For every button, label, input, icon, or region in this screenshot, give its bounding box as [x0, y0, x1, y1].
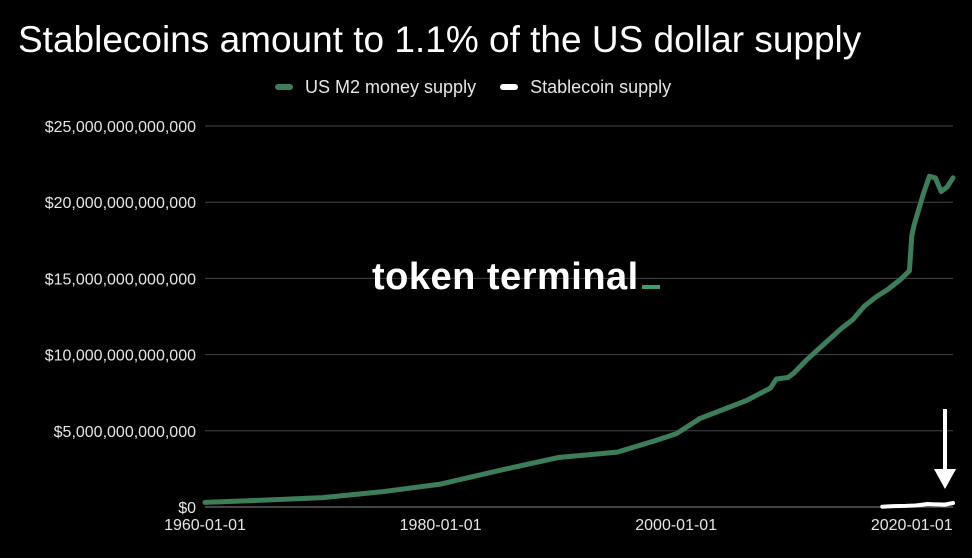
annotations	[934, 409, 956, 490]
legend-swatch-stablecoin	[500, 84, 519, 90]
annotation-arrow-head-0	[934, 469, 956, 490]
y-tick-label-1: $5,000,000,000,000	[54, 424, 196, 441]
x-tick-label-2: 2000-01-01	[635, 517, 717, 534]
legend-label-m2: US M2 money supply	[305, 76, 477, 97]
y-tick-label-4: $20,000,000,000,000	[45, 195, 196, 212]
watermark-underscore	[641, 285, 660, 289]
grid-lines	[205, 125, 953, 508]
watermark-logo: token terminal	[372, 256, 660, 299]
watermark-text: token terminal	[372, 256, 639, 298]
y-tick-label-5: $25,000,000,000,000	[45, 119, 196, 136]
series-lines	[202, 173, 956, 509]
chart-legend: US M2 money supply Stablecoin supply	[275, 76, 695, 98]
legend-label-stablecoin: Stablecoin supply	[530, 76, 672, 97]
y-tick-label-2: $10,000,000,000,000	[45, 348, 196, 365]
chart-title: Stablecoins amount to 1.1% of the US dol…	[18, 19, 862, 60]
y-axis-tick-labels: $0 $5,000,000,000,000 $10,000,000,000,000 $…	[45, 119, 196, 517]
series-line-0	[202, 173, 956, 505]
x-axis-tick-labels: 1960-01-01 1980-01-01 2000-01-01 2020-01-01	[164, 517, 953, 534]
y-tick-label-0: $0	[178, 500, 196, 517]
x-tick-label-1: 1980-01-01	[400, 517, 482, 534]
x-tick-label-3: 2020-01-01	[871, 517, 953, 534]
legend-item-m2[interactable]: US M2 money supply	[275, 77, 476, 98]
series-line-1	[880, 501, 955, 509]
legend-swatch-m2	[275, 84, 293, 90]
x-tick-label-0: 1960-01-01	[164, 517, 246, 534]
y-tick-label-3: $15,000,000,000,000	[45, 271, 196, 288]
legend-item-stablecoin[interactable]: Stablecoin supply	[500, 77, 671, 98]
